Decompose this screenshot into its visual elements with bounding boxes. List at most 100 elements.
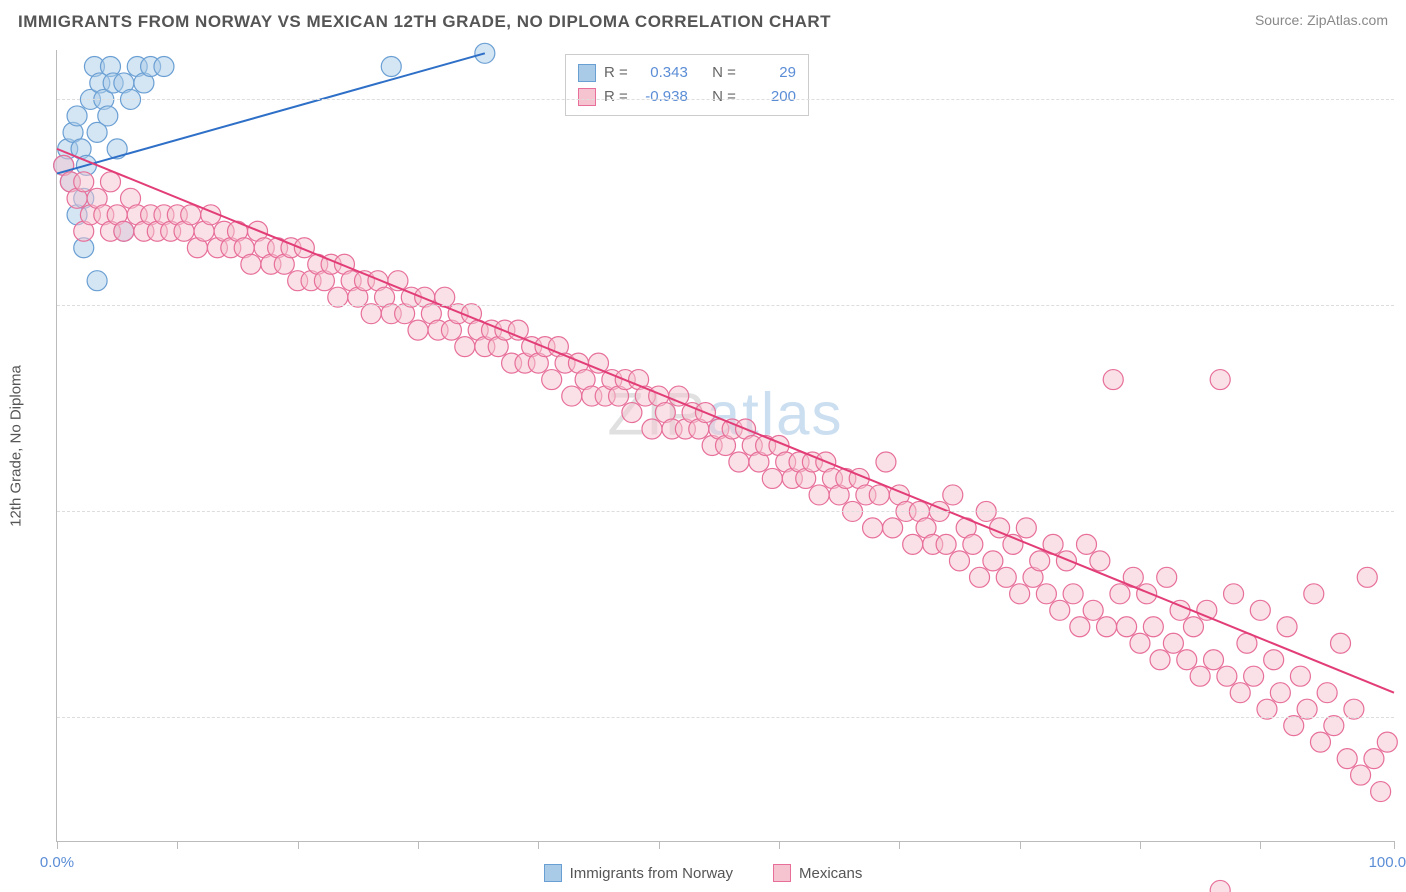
legend-box: R =0.343 N =29R =-0.938 N =200 — [565, 54, 809, 116]
xtick — [659, 841, 660, 849]
data-point — [1377, 732, 1397, 752]
data-point — [1036, 584, 1056, 604]
data-point — [1090, 551, 1110, 571]
data-point — [1224, 584, 1244, 604]
data-point — [1143, 617, 1163, 637]
data-point — [1050, 600, 1070, 620]
xtick — [899, 841, 900, 849]
bottom-legend: Immigrants from Norway Mexicans — [0, 864, 1406, 882]
gridline-h — [57, 511, 1394, 512]
data-point — [1310, 732, 1330, 752]
data-point — [1250, 600, 1270, 620]
legend-n-value: 29 — [744, 61, 796, 85]
data-point — [1157, 567, 1177, 587]
data-point — [1344, 699, 1364, 719]
data-point — [996, 567, 1016, 587]
legend-r-label: R = — [604, 85, 628, 109]
data-point — [1190, 666, 1210, 686]
data-point — [729, 452, 749, 472]
data-point — [869, 485, 889, 505]
xtick — [57, 841, 58, 849]
data-point — [1150, 650, 1170, 670]
data-point — [963, 534, 983, 554]
data-point — [1076, 534, 1096, 554]
data-point — [903, 534, 923, 554]
data-point — [943, 485, 963, 505]
data-point — [936, 534, 956, 554]
data-point — [983, 551, 1003, 571]
data-point — [1063, 584, 1083, 604]
data-point — [100, 172, 120, 192]
bottom-legend-item: Mexicans — [773, 864, 862, 882]
data-point — [1290, 666, 1310, 686]
data-point — [1030, 551, 1050, 571]
legend-swatch — [578, 88, 596, 106]
xtick — [538, 841, 539, 849]
legend-r-label: R = — [604, 61, 628, 85]
data-point — [1130, 633, 1150, 653]
gridline-h — [57, 717, 1394, 718]
data-point — [1324, 716, 1344, 736]
data-point — [1317, 683, 1337, 703]
source: Source: ZipAtlas.com — [1255, 12, 1388, 28]
data-point — [1083, 600, 1103, 620]
data-point — [1297, 699, 1317, 719]
gridline-h — [57, 99, 1394, 100]
data-point — [154, 56, 174, 76]
legend-swatch — [544, 864, 562, 882]
data-point — [1257, 699, 1277, 719]
ytick-label: 100.0% — [1402, 111, 1406, 128]
trend-line — [57, 149, 1394, 693]
chart-area: 12th Grade, No Diploma ZIPatlas R =0.343… — [56, 50, 1394, 842]
data-point — [642, 419, 662, 439]
header: IMMIGRANTS FROM NORWAY VS MEXICAN 12TH G… — [0, 0, 1406, 36]
data-point — [562, 386, 582, 406]
data-point — [1016, 518, 1036, 538]
data-point — [1177, 650, 1197, 670]
data-point — [1117, 617, 1137, 637]
xtick — [779, 841, 780, 849]
data-point — [294, 238, 314, 258]
data-point — [1110, 584, 1130, 604]
data-point — [87, 271, 107, 291]
xtick — [418, 841, 419, 849]
data-point — [1304, 584, 1324, 604]
data-point — [1163, 633, 1183, 653]
plot-region: ZIPatlas R =0.343 N =29R =-0.938 N =200 … — [56, 50, 1394, 842]
source-label: Source: — [1255, 12, 1303, 28]
data-point — [1244, 666, 1264, 686]
xtick — [1394, 841, 1395, 849]
data-point — [1270, 683, 1290, 703]
data-point — [67, 106, 87, 126]
data-point — [328, 287, 348, 307]
data-point — [622, 403, 642, 423]
data-point — [74, 172, 94, 192]
data-point — [542, 370, 562, 390]
data-point — [1137, 584, 1157, 604]
xtick — [177, 841, 178, 849]
legend-r-value: 0.343 — [636, 61, 688, 85]
data-point — [381, 56, 401, 76]
data-point — [1284, 716, 1304, 736]
y-axis-label: 12th Grade, No Diploma — [8, 365, 25, 527]
chart-title: IMMIGRANTS FROM NORWAY VS MEXICAN 12TH G… — [18, 12, 831, 32]
data-point — [669, 386, 689, 406]
ytick-label: 87.5% — [1402, 317, 1406, 334]
data-point — [1097, 617, 1117, 637]
data-point — [1357, 567, 1377, 587]
source-value: ZipAtlas.com — [1307, 12, 1388, 28]
trend-line — [57, 53, 485, 173]
legend-row: R =0.343 N =29 — [578, 61, 796, 85]
legend-n-value: 200 — [744, 85, 796, 109]
data-point — [863, 518, 883, 538]
data-point — [1070, 617, 1090, 637]
data-point — [1264, 650, 1284, 670]
data-point — [1337, 749, 1357, 769]
legend-row: R =-0.938 N =200 — [578, 85, 796, 109]
plot-svg — [57, 50, 1394, 841]
data-point — [1204, 650, 1224, 670]
data-point — [1364, 749, 1384, 769]
data-point — [949, 551, 969, 571]
bottom-legend-label: Immigrants from Norway — [570, 865, 733, 882]
data-point — [98, 106, 118, 126]
